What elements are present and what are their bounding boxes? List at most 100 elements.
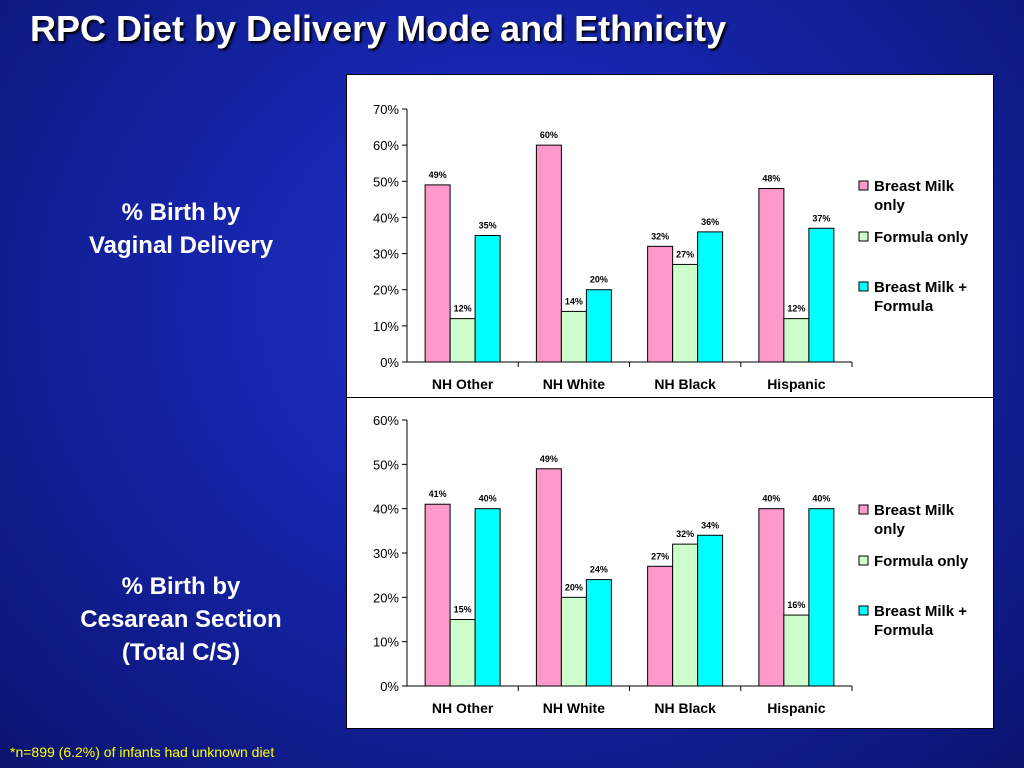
bar <box>585 289 612 363</box>
legend-label: Breast Milk <box>874 502 955 519</box>
y-tick-label: 10% <box>373 319 399 334</box>
bar <box>697 534 724 687</box>
data-label: 27% <box>676 249 694 259</box>
legend-label: Formula <box>874 622 934 639</box>
bar <box>474 235 501 363</box>
slide-title: RPC Diet by Delivery Mode and Ethnicity <box>30 8 727 49</box>
legend-label: only <box>874 197 905 214</box>
legend-swatch <box>858 281 869 292</box>
data-label: 12% <box>454 304 472 314</box>
data-label: 32% <box>651 231 669 241</box>
data-label: 20% <box>590 275 608 285</box>
data-label: 12% <box>787 304 805 314</box>
y-tick-label: 40% <box>373 502 399 517</box>
y-tick-label: 0% <box>380 355 399 370</box>
data-label: 60% <box>540 130 558 140</box>
data-label: 40% <box>812 494 830 504</box>
data-label: 41% <box>429 489 447 499</box>
y-tick-label: 50% <box>373 457 399 472</box>
data-label: 16% <box>787 600 805 610</box>
data-label: 24% <box>590 565 608 575</box>
y-tick-label: 50% <box>373 174 399 189</box>
x-tick-label: Hispanic <box>767 700 826 716</box>
legend-label: Formula only <box>874 553 969 570</box>
y-tick-label: 0% <box>380 679 399 694</box>
bar <box>808 227 835 363</box>
cesarean-section-chart: 0% 10% 20% 30% 40% 50% 60% NH Other 41% 15% 40% NH … <box>346 397 994 729</box>
data-label: 14% <box>565 296 583 306</box>
vaginal-delivery-label: % Birth by Vaginal Delivery <box>31 196 331 262</box>
bar <box>424 503 451 687</box>
data-label: 36% <box>701 217 719 227</box>
bar <box>647 245 674 363</box>
cesarean-chart-svg: 0% 10% 20% 30% 40% 50% 60% NH Other 41% 15% 40% NH … <box>373 413 969 716</box>
data-label: 48% <box>762 174 780 184</box>
legend-swatch <box>858 555 869 566</box>
legend-swatch <box>858 180 869 191</box>
y-tick-label: 20% <box>373 590 399 605</box>
vaginal-label-line-2: Vaginal Delivery <box>88 232 274 259</box>
data-label: 49% <box>540 454 558 464</box>
data-label: 15% <box>454 605 472 615</box>
cesarean-label-line-3: (Total C/S) <box>121 639 241 666</box>
x-tick-label: NH White <box>543 700 605 716</box>
legend-label: Formula <box>874 298 934 315</box>
x-tick-label: NH Black <box>654 376 716 392</box>
bar <box>672 543 699 687</box>
x-tick-label: NH Black <box>654 700 716 716</box>
legend-swatch <box>858 231 869 242</box>
bar <box>783 318 810 363</box>
bar <box>783 614 810 687</box>
x-tick-label: Hispanic <box>767 376 826 392</box>
bar <box>758 188 785 363</box>
legend-label: Formula only <box>874 229 969 246</box>
legend-label: Breast Milk + <box>874 603 967 620</box>
y-tick-label: 10% <box>373 635 399 650</box>
legend-label: Breast Milk + <box>874 279 967 296</box>
bar <box>672 263 699 363</box>
data-label: 40% <box>479 494 497 504</box>
footnote: *n=899 (6.2%) of infants had unknown die… <box>10 744 275 760</box>
legend-swatch <box>858 605 869 616</box>
bar <box>560 310 587 363</box>
legend-label: Breast Milk <box>874 178 955 195</box>
bar <box>758 508 785 687</box>
cesarean-label-line-2: Cesarean Section <box>80 606 282 633</box>
data-label: 27% <box>651 551 669 561</box>
bar <box>474 508 501 687</box>
bar <box>449 619 476 687</box>
data-label: 32% <box>676 529 694 539</box>
y-tick-label: 30% <box>373 546 399 561</box>
bar <box>697 231 724 363</box>
bar <box>585 579 612 687</box>
y-tick-label: 20% <box>373 283 399 298</box>
bar <box>560 596 587 687</box>
bar <box>424 184 451 363</box>
bar <box>535 144 562 363</box>
cesarean-label-line-1: % Birth by <box>121 573 241 600</box>
vaginal-chart-svg: 0% 10% 20% 30% 40% 50% 60% 70% NH Other 49% 12% 35%… <box>373 102 969 392</box>
bar <box>535 468 562 687</box>
data-label: 37% <box>812 213 830 223</box>
vaginal-label-line-1: % Birth by <box>121 199 241 226</box>
y-tick-label: 60% <box>373 413 399 428</box>
bar <box>647 565 674 687</box>
legend-label: only <box>874 521 905 538</box>
y-tick-label: 40% <box>373 210 399 225</box>
data-label: 20% <box>565 582 583 592</box>
data-label: 34% <box>701 520 719 530</box>
y-tick-label: 30% <box>373 247 399 262</box>
vaginal-delivery-chart: 0% 10% 20% 30% 40% 50% 60% 70% NH Other 49% 12% 35%… <box>346 74 994 398</box>
x-tick-label: NH Other <box>432 376 494 392</box>
data-label: 49% <box>429 170 447 180</box>
data-label: 35% <box>479 221 497 231</box>
bar <box>449 318 476 363</box>
cesarean-section-label: % Birth by Cesarean Section (Total C/S) <box>31 570 331 669</box>
x-tick-label: NH White <box>543 376 605 392</box>
y-tick-label: 60% <box>373 138 399 153</box>
x-tick-label: NH Other <box>432 700 494 716</box>
bar <box>808 508 835 687</box>
legend-swatch <box>858 504 869 515</box>
data-label: 40% <box>762 494 780 504</box>
y-tick-label: 70% <box>373 102 399 117</box>
